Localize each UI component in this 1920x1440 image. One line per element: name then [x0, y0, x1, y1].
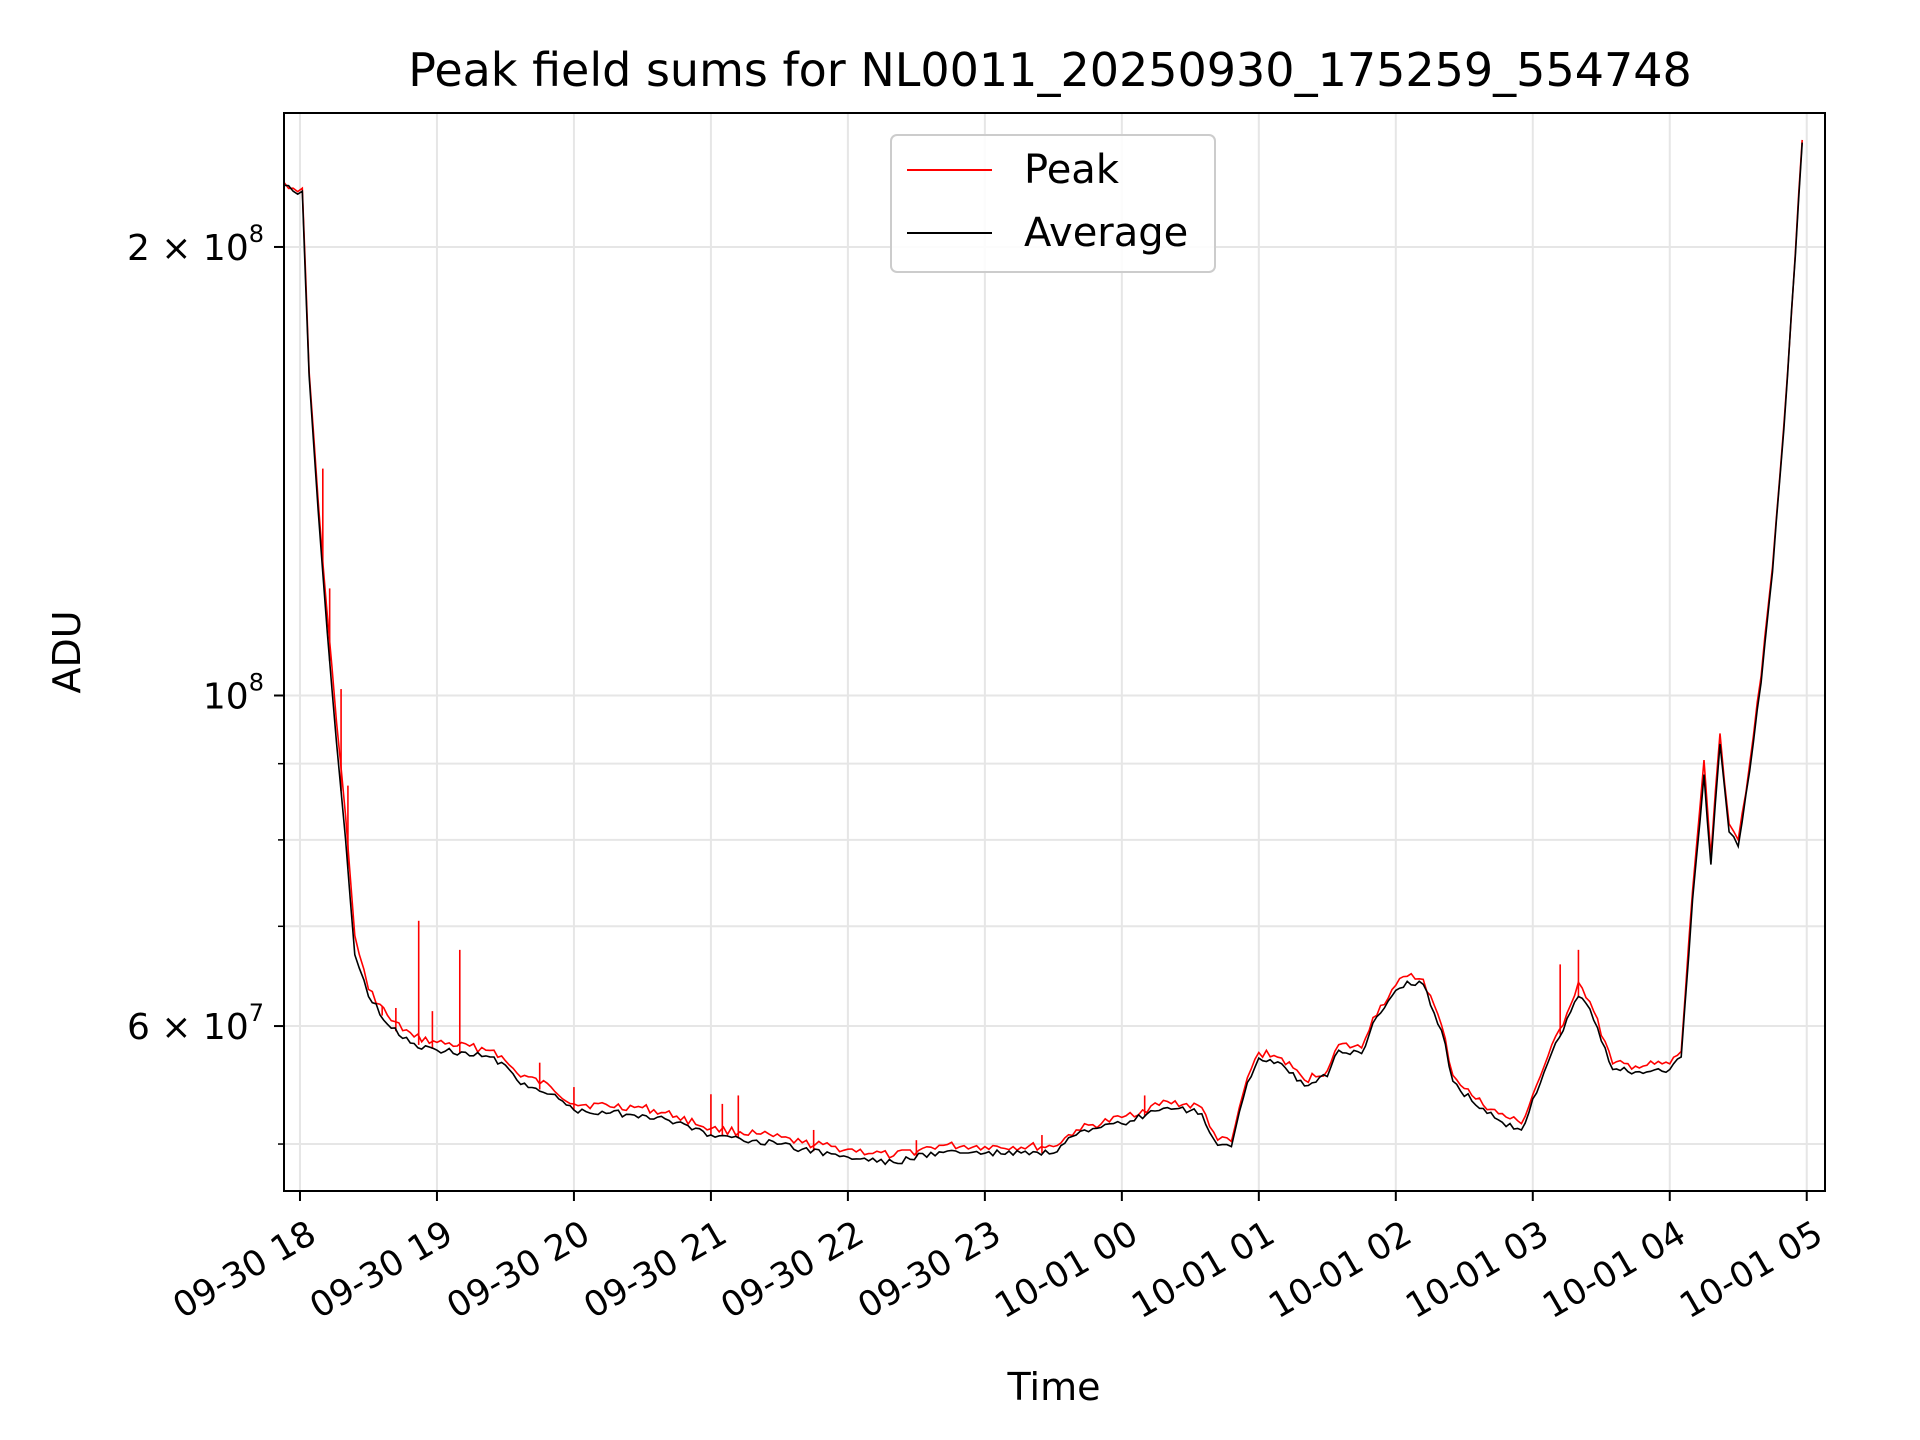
y-axis-ticks: 2 × 108 108 6 × 107 — [127, 220, 284, 1145]
x-axis-label: Time — [1007, 1365, 1101, 1409]
series-average-line — [283, 142, 1803, 1166]
y-tick-label: 108 — [203, 668, 264, 717]
plot-frame — [283, 112, 1826, 1192]
y-axis-label: ADU — [45, 610, 89, 693]
y-tick-label: 2 × 108 — [127, 220, 264, 269]
grid — [284, 113, 1825, 1191]
legend-average-label: Average — [1024, 210, 1188, 256]
y-tick-label: 6 × 107 — [127, 999, 264, 1048]
series-peak-line — [283, 139, 1803, 1159]
legend-peak-label: Peak — [1024, 147, 1120, 193]
legend: Peak Average — [890, 134, 1216, 273]
chart-title: Peak field sums for NL0011_20250930_1752… — [408, 43, 1692, 97]
